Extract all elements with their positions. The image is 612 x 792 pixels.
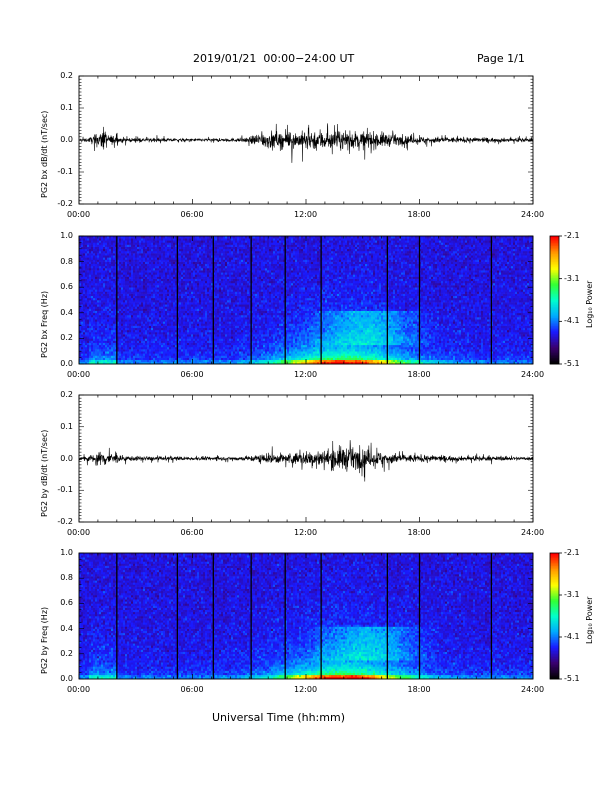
x-tick-label: 00:00 bbox=[67, 685, 90, 694]
x-tick-label: 12:00 bbox=[294, 370, 317, 379]
y-tick-label: -0.2 bbox=[49, 517, 73, 526]
bx-dbdt-panel: 00:00 06:00 12:00 18:00 24:00 0.2 0.1 0.0 -0.1 -0… bbox=[0, 71, 612, 230]
x-tick-label: 06:00 bbox=[181, 685, 204, 694]
y-tick-label: 0.2 bbox=[49, 649, 73, 658]
plot-canvas bbox=[78, 552, 562, 680]
x-tick-label: 12:00 bbox=[294, 528, 317, 537]
x-tick-label: 24:00 bbox=[521, 685, 544, 694]
colorbar-frame bbox=[549, 552, 560, 680]
spectrogram-cells bbox=[79, 236, 534, 365]
dbdt-trace bbox=[78, 123, 534, 163]
y-tick-label: 0.1 bbox=[49, 103, 73, 112]
colorbar-title: Log₁₀ Power bbox=[585, 597, 594, 644]
y-tick-label: 1.0 bbox=[49, 231, 73, 240]
y-axis-label: PG2 by Freq (Hz) bbox=[40, 607, 49, 674]
y-tick-label: 0.2 bbox=[49, 333, 73, 342]
x-tick-label: 00:00 bbox=[67, 370, 90, 379]
x-tick-label: 00:00 bbox=[67, 210, 90, 219]
x-tick-label: 06:00 bbox=[181, 528, 204, 537]
x-tick-label: 18:00 bbox=[408, 210, 431, 219]
y-axis-label: PG2 bx dB/dt (nT/sec) bbox=[40, 111, 49, 198]
y-tick-label: 0.2 bbox=[49, 71, 73, 80]
y-axis-label: PG2 bx Freq (Hz) bbox=[40, 291, 49, 358]
y-axis-label: PG2 by dB/dt (nT/sec) bbox=[40, 429, 49, 516]
y-tick-label: -0.1 bbox=[49, 485, 73, 494]
y-tick-label: 0.8 bbox=[49, 257, 73, 266]
colorbar-tick-label: -4.1 bbox=[564, 632, 580, 641]
by-spectrogram-panel: -2.1 -3.1 -4.1 -5.1 Log₁₀ Power 00:00 06:00 12:… bbox=[0, 548, 612, 705]
y-tick-label: 0.6 bbox=[49, 598, 73, 607]
x-tick-label: 24:00 bbox=[521, 528, 544, 537]
colorbar-tick-label: -5.1 bbox=[564, 674, 580, 683]
colorbar-tick-label: -4.1 bbox=[564, 316, 580, 325]
page-number: Page 1/1 bbox=[477, 52, 525, 65]
y-tick-label: 0.0 bbox=[49, 135, 73, 144]
x-tick-label: 06:00 bbox=[181, 370, 204, 379]
x-tick-label: 18:00 bbox=[408, 685, 431, 694]
colorbar-title: Log₁₀ Power bbox=[585, 281, 594, 328]
x-tick-label: 18:00 bbox=[408, 528, 431, 537]
y-tick-label: 0.1 bbox=[49, 422, 73, 431]
bx-spectrogram-panel: -2.1 -3.1 -4.1 -5.1 Log₁₀ Power 00:00 06:00 12:… bbox=[0, 231, 612, 390]
spectrogram-cells bbox=[79, 553, 534, 680]
colorbar-tick-label: -2.1 bbox=[564, 548, 580, 557]
y-tick-label: -0.2 bbox=[49, 199, 73, 208]
colorbar-tick-label: -3.1 bbox=[564, 590, 580, 599]
plot-canvas bbox=[78, 235, 562, 365]
colorbar-frame bbox=[549, 235, 560, 365]
y-tick-label: 0.0 bbox=[49, 359, 73, 368]
y-tick-label: 0.2 bbox=[49, 390, 73, 399]
y-tick-label: -0.1 bbox=[49, 167, 73, 176]
page-title: 2019/01/21 00:00−24:00 UT bbox=[193, 52, 354, 65]
y-tick-label: 0.6 bbox=[49, 282, 73, 291]
x-tick-label: 24:00 bbox=[521, 210, 544, 219]
x-tick-label: 24:00 bbox=[521, 370, 544, 379]
by-dbdt-panel: 00:00 06:00 12:00 18:00 24:00 0.2 0.1 0.0 -0.1 -0… bbox=[0, 390, 612, 548]
y-tick-label: 0.4 bbox=[49, 308, 73, 317]
x-tick-label: 12:00 bbox=[294, 685, 317, 694]
dbdt-trace bbox=[78, 440, 534, 482]
y-tick-label: 1.0 bbox=[49, 548, 73, 557]
y-tick-label: 0.0 bbox=[49, 674, 73, 683]
colorbar-tick-label: -2.1 bbox=[564, 231, 580, 240]
x-axis-title: Universal Time (hh:mm) bbox=[212, 711, 345, 724]
plot-canvas bbox=[78, 75, 534, 205]
x-tick-label: 18:00 bbox=[408, 370, 431, 379]
x-tick-label: 12:00 bbox=[294, 210, 317, 219]
y-tick-label: 0.8 bbox=[49, 573, 73, 582]
colorbar-tick-label: -5.1 bbox=[564, 359, 580, 368]
y-tick-label: 0.0 bbox=[49, 454, 73, 463]
plot-canvas bbox=[78, 394, 534, 523]
x-tick-label: 00:00 bbox=[67, 528, 90, 537]
colorbar-tick-label: -3.1 bbox=[564, 274, 580, 283]
y-tick-label: 0.4 bbox=[49, 624, 73, 633]
x-tick-label: 06:00 bbox=[181, 210, 204, 219]
